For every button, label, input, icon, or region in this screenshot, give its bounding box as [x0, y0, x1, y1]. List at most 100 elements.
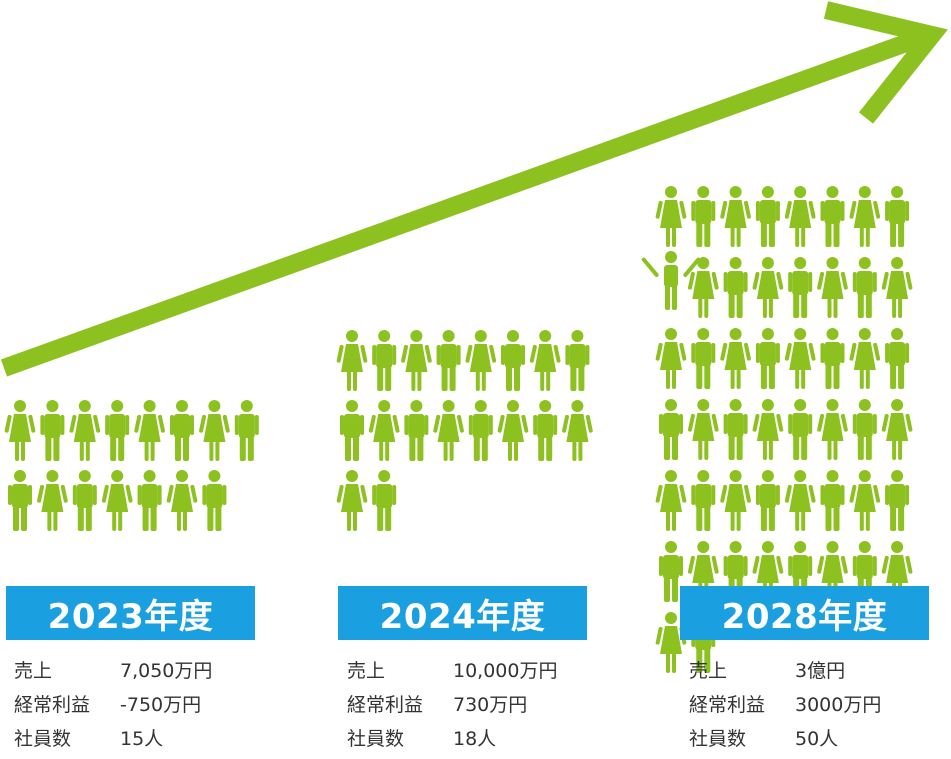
man-icon: [234, 400, 259, 461]
woman-icon: [368, 400, 400, 461]
man-icon: [533, 400, 558, 461]
stat-label-sales: 売上: [347, 660, 386, 682]
man-icon: [691, 328, 716, 389]
man-icon: [105, 400, 130, 461]
man-icon: [820, 470, 845, 531]
woman-icon: [849, 470, 881, 531]
woman-icon: [881, 257, 913, 318]
stat-value-employees: 50人: [795, 728, 839, 750]
stat-label-sales: 売上: [689, 660, 728, 682]
man-icon: [501, 330, 525, 391]
man-icon: [788, 257, 813, 318]
woman-icon: [199, 400, 230, 461]
man-icon: [170, 400, 194, 461]
woman-icon: [752, 541, 784, 602]
man-icon: [202, 470, 227, 531]
man-icon: [820, 328, 845, 389]
man-icon: [72, 470, 97, 531]
woman-icon: [784, 186, 816, 247]
year-banner-2023: 2023年度: [6, 586, 255, 640]
stat-value-employees: 15人: [120, 728, 164, 750]
woman-icon: [752, 399, 784, 460]
woman-icon: [687, 257, 719, 318]
stat-label-ordinary-profit: 経常利益: [14, 694, 91, 716]
growth-arrow-icon: [0, 1, 948, 377]
stat-label-employees: 社員数: [347, 728, 405, 750]
man-icon: [885, 470, 910, 531]
stat-value-employees: 18人: [453, 728, 497, 750]
woman-icon: [752, 257, 784, 318]
woman-icon: [336, 470, 368, 531]
woman-icon: [336, 330, 368, 391]
woman-icon: [69, 400, 101, 461]
woman-icon: [465, 330, 497, 391]
woman-icon: [529, 330, 561, 391]
man-icon: [885, 328, 910, 389]
year-title-2023: 2023年度: [47, 596, 214, 637]
man-icon: [723, 257, 748, 318]
cheering-person-icon: [641, 251, 701, 310]
woman-icon: [655, 470, 687, 531]
man-icon: [340, 400, 364, 461]
woman-icon: [134, 400, 165, 461]
man-icon: [723, 399, 748, 460]
woman-icon: [720, 186, 751, 247]
man-icon: [436, 330, 461, 391]
man-icon: [468, 400, 493, 461]
man-icon: [852, 541, 877, 602]
woman-icon: [881, 399, 913, 460]
man-icon: [372, 470, 397, 531]
man-icon: [8, 470, 32, 531]
woman-icon: [4, 400, 36, 461]
woman-icon: [37, 470, 68, 531]
woman-icon: [497, 400, 529, 461]
man-icon: [755, 470, 780, 531]
man-icon: [820, 186, 845, 247]
year-banner-2024: 2024年度: [338, 586, 587, 640]
year-banner-2028: 2028年度: [680, 586, 929, 640]
people-group-2024: [336, 330, 593, 531]
man-icon: [885, 186, 910, 247]
stat-value-ordinary-profit: 3000万円: [795, 694, 882, 716]
woman-icon: [720, 328, 751, 389]
year-title-2028: 2028年度: [721, 596, 888, 637]
man-icon: [372, 330, 397, 391]
woman-icon: [784, 470, 816, 531]
people-group-2028: [641, 186, 913, 673]
woman-icon: [655, 186, 687, 247]
woman-icon: [166, 470, 198, 531]
stat-label-ordinary-profit: 経常利益: [347, 694, 424, 716]
stat-label-employees: 社員数: [14, 728, 72, 750]
woman-icon: [817, 257, 848, 318]
man-icon: [659, 399, 683, 460]
man-icon: [565, 330, 590, 391]
stat-value-ordinary-profit: 730万円: [453, 694, 528, 716]
stats-2028: 売上 3億円 経常利益 3000万円 社員数 50人: [689, 656, 929, 756]
woman-icon: [720, 470, 751, 531]
stat-value-sales: 7,050万円: [120, 660, 213, 682]
man-icon: [40, 400, 65, 461]
people-group-2023: [4, 400, 259, 531]
year-title-2024: 2024年度: [379, 596, 546, 637]
stats-2023: 売上 7,050万円 経常利益 -750万円 社員数 15人: [14, 656, 254, 756]
woman-icon: [101, 470, 133, 531]
stat-value-sales: 10,000万円: [453, 660, 558, 682]
stat-label-sales: 売上: [14, 660, 53, 682]
woman-icon: [433, 400, 464, 461]
stat-value-sales: 3億円: [795, 660, 846, 682]
man-icon: [691, 470, 716, 531]
man-icon: [755, 328, 780, 389]
man-icon: [137, 470, 162, 531]
man-icon: [404, 400, 429, 461]
woman-icon: [817, 399, 848, 460]
woman-icon: [401, 330, 432, 391]
woman-icon: [784, 328, 816, 389]
woman-icon: [655, 328, 687, 389]
man-icon: [852, 257, 877, 318]
woman-icon: [849, 186, 881, 247]
stat-value-ordinary-profit: -750万円: [120, 694, 202, 716]
woman-icon: [849, 328, 881, 389]
man-icon: [691, 186, 716, 247]
